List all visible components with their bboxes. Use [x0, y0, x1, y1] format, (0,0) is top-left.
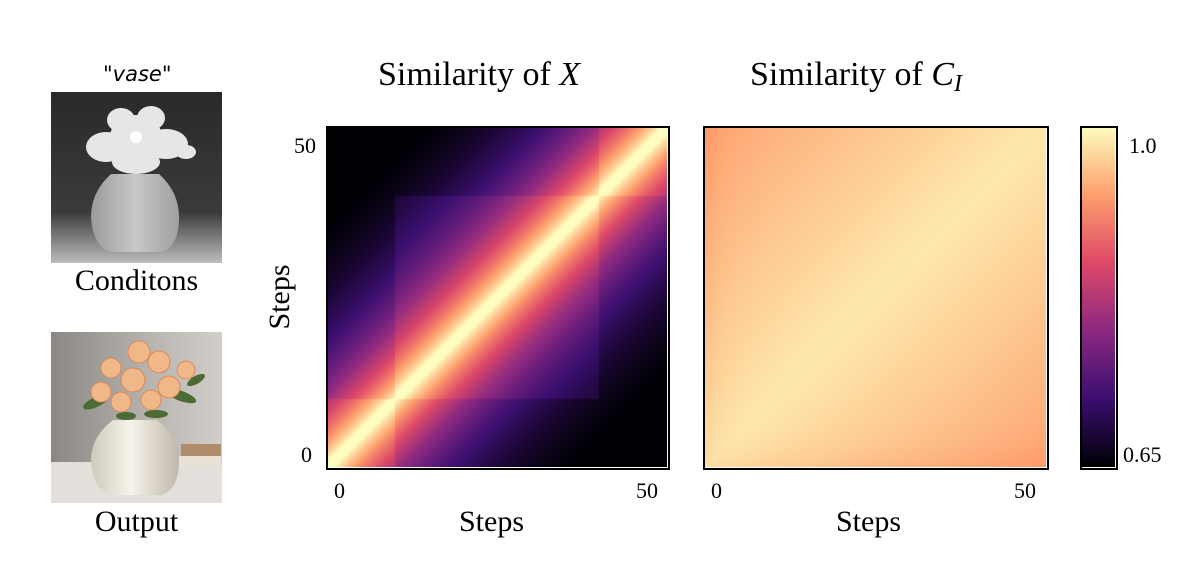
heatmap-ci-title-prefix: Similarity of	[750, 56, 932, 93]
output-photo-graphic	[51, 332, 222, 503]
heatmap-ci-xtick-right: 50	[1014, 478, 1036, 503]
heatmap-ci-xtick-left: 0	[711, 478, 722, 503]
colorbar-frame	[1080, 126, 1118, 470]
colorbar-min-label: 0.65	[1123, 442, 1162, 467]
condition-caption: Conditons	[74, 264, 199, 297]
output-caption: Output	[94, 505, 179, 538]
heatmap-x-ylabel: Steps	[263, 264, 296, 330]
heatmap-ci-title-subscript: I	[954, 71, 963, 97]
heatmap-x-ytick-bottom: 0	[301, 442, 312, 467]
heatmap-x-ytick-top: 50	[294, 133, 316, 158]
output-vase-image	[51, 332, 222, 503]
heatmap-x-title-symbol: X	[559, 56, 581, 93]
heatmap-x-xtick-right: 50	[636, 478, 658, 503]
heatmap-x-xlabel: Steps	[459, 505, 525, 538]
heatmap-ci-xlabel: Steps	[836, 505, 902, 538]
heatmap-ci	[704, 127, 1046, 467]
heatmap-x-title: Similarity of X	[378, 56, 580, 94]
prompt-label: "vase"	[103, 62, 172, 86]
heatmap-x-frame	[326, 126, 670, 470]
heatmap-x	[327, 127, 667, 467]
condition-depth-image	[51, 92, 222, 263]
colorbar-max-label: 1.0	[1129, 133, 1157, 158]
heatmap-x-xtick-left: 0	[334, 478, 345, 503]
heatmap-ci-frame	[703, 126, 1049, 470]
heatmap-ci-title: Similarity of CI	[750, 56, 962, 98]
heatmap-ci-title-symbol: C	[931, 56, 955, 93]
colorbar	[1081, 127, 1115, 467]
heatmap-x-title-prefix: Similarity of	[378, 56, 560, 93]
depth-map-graphic	[51, 92, 222, 263]
